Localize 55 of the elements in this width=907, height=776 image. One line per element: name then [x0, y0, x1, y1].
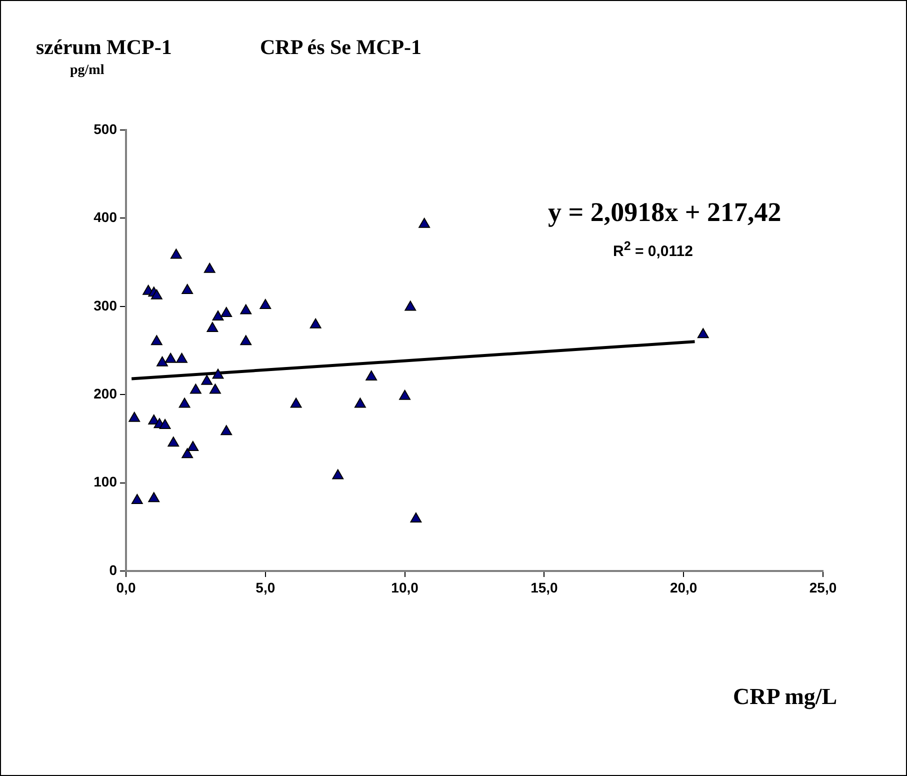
point [260, 299, 272, 310]
point [697, 328, 709, 338]
point [131, 494, 143, 504]
point [206, 322, 218, 332]
point [290, 398, 302, 408]
point [212, 368, 224, 379]
point [410, 512, 422, 522]
point [168, 436, 180, 447]
point [220, 306, 232, 317]
y-axis-title: szérum MCP-1 [36, 35, 172, 60]
point [156, 356, 168, 366]
point [240, 335, 252, 346]
point [164, 352, 176, 363]
annotation: y = 2,0918x + 217,42 [548, 197, 782, 228]
x-tick-label: 5,0 [256, 579, 276, 596]
point [240, 304, 252, 314]
y-tick-label: 200 [94, 385, 118, 402]
point [212, 310, 224, 320]
point [187, 441, 199, 452]
x-tick-label: 0,0 [116, 579, 136, 596]
point [128, 412, 140, 422]
point [190, 384, 202, 394]
x-tick-label: 20,0 [670, 579, 698, 596]
point [170, 248, 182, 259]
point [148, 492, 160, 502]
point [204, 262, 216, 273]
point [332, 469, 344, 480]
point [150, 335, 162, 346]
point [159, 418, 171, 429]
point [220, 425, 232, 436]
point [182, 448, 194, 458]
point [399, 390, 410, 400]
y-tick-label: 100 [94, 474, 118, 490]
x-tick-label: 25,0 [809, 579, 837, 596]
point [310, 318, 322, 328]
point [150, 289, 162, 300]
x-tick-label: 10,0 [391, 579, 419, 596]
point [176, 352, 188, 363]
point [201, 374, 213, 385]
point [210, 384, 221, 394]
point [178, 398, 190, 408]
point [366, 370, 378, 380]
y-tick-label: 0 [109, 562, 118, 578]
chart-title: CRP és Se MCP-1 [260, 35, 422, 60]
annotation: R$^{2}$ = 0,0112 [613, 239, 693, 260]
y-tick-label: 400 [94, 209, 118, 226]
point [354, 398, 366, 408]
y-tick-label: 300 [94, 297, 118, 314]
point [404, 300, 416, 311]
x-axis-title: CRP mg/L [733, 684, 838, 710]
y-tick-label: 500 [94, 120, 118, 137]
x-tick-label: 15,0 [530, 579, 558, 596]
point [418, 218, 430, 228]
text: pg/ml [70, 63, 104, 79]
point [182, 284, 194, 294]
